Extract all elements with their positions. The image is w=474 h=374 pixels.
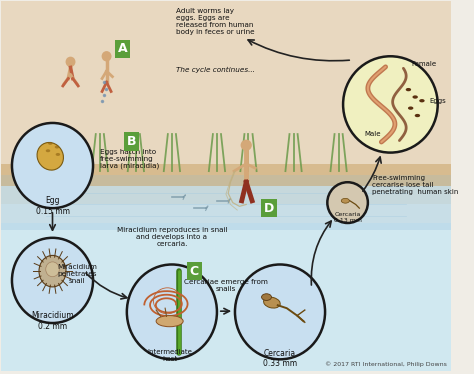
Ellipse shape bbox=[235, 264, 325, 359]
Ellipse shape bbox=[46, 262, 59, 277]
Text: Cercariae emerge from
snails: Cercariae emerge from snails bbox=[184, 279, 268, 292]
Text: The cycle continues...: The cycle continues... bbox=[176, 67, 255, 74]
Ellipse shape bbox=[406, 88, 411, 91]
Ellipse shape bbox=[12, 123, 93, 208]
Text: Egg
0.15 mm: Egg 0.15 mm bbox=[36, 196, 70, 216]
Ellipse shape bbox=[341, 198, 349, 203]
Ellipse shape bbox=[37, 142, 64, 170]
Text: © 2017 RTI International, Philip Downs: © 2017 RTI International, Philip Downs bbox=[325, 362, 447, 368]
Ellipse shape bbox=[127, 264, 217, 359]
Ellipse shape bbox=[264, 297, 280, 308]
Polygon shape bbox=[0, 1, 451, 205]
Text: Free-swimming
cercarise lose tail
penetrating  human skin: Free-swimming cercarise lose tail penetr… bbox=[373, 175, 459, 195]
Ellipse shape bbox=[65, 56, 75, 67]
Ellipse shape bbox=[55, 145, 59, 148]
Ellipse shape bbox=[55, 153, 60, 156]
Text: Cercaria
0.33 mm: Cercaria 0.33 mm bbox=[263, 349, 297, 368]
Ellipse shape bbox=[415, 114, 420, 117]
Text: Miracidium
penetrates
snail: Miracidium penetrates snail bbox=[57, 264, 97, 284]
Ellipse shape bbox=[156, 316, 183, 327]
Ellipse shape bbox=[48, 142, 53, 145]
Text: A: A bbox=[118, 42, 127, 55]
Ellipse shape bbox=[343, 56, 438, 153]
Ellipse shape bbox=[101, 51, 111, 61]
Text: C: C bbox=[190, 265, 199, 278]
Ellipse shape bbox=[328, 182, 368, 223]
Ellipse shape bbox=[46, 149, 50, 152]
Ellipse shape bbox=[241, 140, 252, 151]
Text: Adult worms lay
eggs. Eggs are
released from human
body in feces or urine: Adult worms lay eggs. Eggs are released … bbox=[176, 8, 255, 35]
Ellipse shape bbox=[262, 294, 272, 300]
Text: Eggs: Eggs bbox=[429, 98, 446, 104]
Ellipse shape bbox=[419, 99, 425, 102]
Polygon shape bbox=[0, 223, 451, 371]
Ellipse shape bbox=[39, 255, 66, 287]
Text: Miracidium
0.2 mm: Miracidium 0.2 mm bbox=[31, 311, 74, 331]
Ellipse shape bbox=[12, 238, 93, 323]
Text: Cercaria
0.13 mm: Cercaria 0.13 mm bbox=[334, 212, 362, 223]
Polygon shape bbox=[0, 175, 451, 230]
Text: Eggs hatch into
free-swimming
larva (miracidia): Eggs hatch into free-swimming larva (mir… bbox=[100, 149, 159, 169]
Text: D: D bbox=[264, 202, 274, 215]
Text: Miracidium reproduces in snail
and develops into a
cercaria.: Miracidium reproduces in snail and devel… bbox=[117, 227, 227, 247]
Text: B: B bbox=[127, 135, 136, 148]
Text: Intermediate
host: Intermediate host bbox=[147, 349, 192, 362]
Ellipse shape bbox=[412, 95, 418, 99]
Text: Female: Female bbox=[411, 61, 437, 67]
Text: Male: Male bbox=[364, 131, 381, 137]
Polygon shape bbox=[0, 164, 451, 186]
Ellipse shape bbox=[408, 107, 413, 110]
